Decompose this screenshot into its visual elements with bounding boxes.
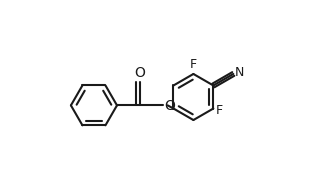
Text: N: N	[235, 66, 244, 79]
Text: O: O	[134, 66, 145, 80]
Text: F: F	[190, 58, 197, 71]
Text: F: F	[216, 104, 223, 117]
Text: O: O	[164, 99, 175, 113]
